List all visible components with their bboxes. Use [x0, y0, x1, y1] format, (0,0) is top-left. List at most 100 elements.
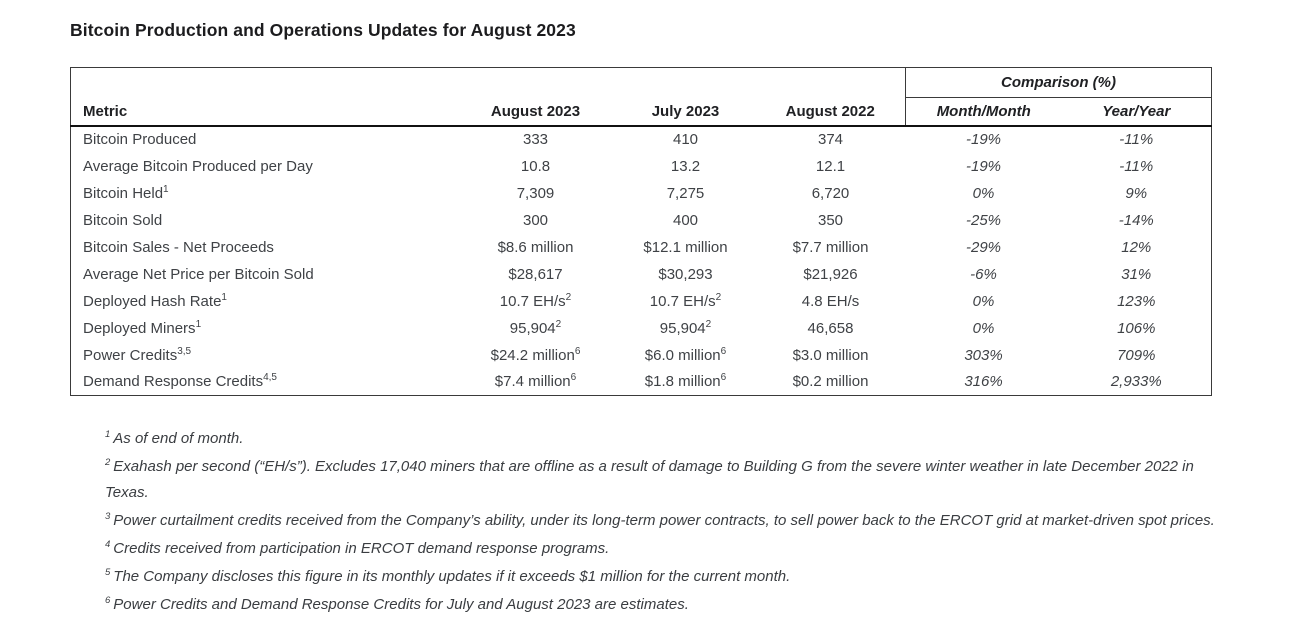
footnote: 6 Power Credits and Demand Response Credi… — [105, 595, 689, 613]
table-body: Bitcoin Produced 333 410 374 -19% -11% Average… — [71, 126, 1212, 396]
table-header: Comparison (%) Metric August 2023 July 2… — [70, 67, 1212, 127]
august-2022-cell: 374 — [817, 131, 844, 148]
july-2023-cell: 7,275 — [666, 184, 705, 202]
august-2022-cell: 350 — [817, 211, 844, 229]
august-2022-cell: $7.7 million — [792, 238, 869, 256]
month-month-cell: 0% — [972, 184, 995, 202]
column-header-row: Metric August 2023 July 2023 August 2022… — [70, 97, 1212, 127]
july-2023-cell: $1.8 million6 — [644, 372, 727, 391]
footnote-marker: 3,5 — [177, 345, 192, 357]
metric-cell: Bitcoin Sales - Net Proceeds — [83, 238, 274, 256]
july-2023-cell: 13.2 — [670, 157, 701, 175]
august-2022-cell: $0.2 million — [792, 373, 869, 391]
metric-cell: Deployed Hash Rate1 — [83, 291, 227, 310]
july-2023-cell: 95,9042 — [659, 318, 712, 337]
footnote-marker: 4,5 — [263, 372, 277, 384]
footnote-marker: 1 — [195, 318, 202, 330]
column-header-july-2023: July 2023 — [615, 97, 756, 127]
footnote-marker: 6 — [574, 345, 581, 357]
metric-cell: Bitcoin Sold — [83, 211, 163, 229]
august-2022-cell: 4.8 EH/s — [801, 292, 860, 310]
year-year-cell: 106% — [1117, 319, 1156, 337]
august-2022-cell: 6,720 — [811, 184, 850, 202]
year-year-cell: 2,933% — [1110, 373, 1162, 391]
august-2023-cell: 95,9042 — [509, 318, 562, 337]
column-header-month-month: Month/Month — [905, 97, 1062, 127]
month-month-cell: 0% — [972, 292, 995, 310]
footnote-marker: 1 — [163, 183, 169, 195]
metric-cell: Power Credits3,5 — [83, 345, 192, 364]
column-header-august-2022: August 2022 — [755, 97, 906, 127]
footnote-number: 6 — [105, 595, 111, 606]
footnote: 1 As of end of month. — [105, 429, 244, 447]
column-header-year-year: Year/Year — [1061, 97, 1212, 127]
table-row: Average Net Price per Bitcoin Sold $28,61… — [71, 261, 1212, 288]
footnote: 5 The Company discloses this figure in it… — [105, 567, 791, 585]
footnote-marker: 2 — [715, 291, 722, 303]
column-header-metric: Metric — [70, 97, 456, 127]
year-year-cell: 12% — [1121, 238, 1152, 256]
comparison-group-header: Comparison (%) — [904, 67, 1212, 98]
page-title: Bitcoin Production and Operations Update… — [70, 20, 576, 40]
table-row: Bitcoin Sales - Net Proceeds $8.6 million… — [71, 234, 1212, 261]
footnote-marker: 2 — [555, 318, 562, 330]
document-page: Bitcoin Production and Operations Update… — [70, 20, 1217, 618]
year-year-cell: 31% — [1121, 265, 1152, 283]
header-spacer — [71, 68, 906, 98]
table-row: Power Credits3,5 $24.2 million6 $6.0 milli… — [71, 342, 1212, 369]
august-2023-cell: 7,309 — [516, 184, 555, 202]
august-2022-cell: 12.1 — [815, 157, 846, 175]
august-2022-cell: $3.0 million — [792, 346, 869, 364]
table-row: Demand Response Credits4,5 $7.4 million6 $… — [71, 369, 1212, 396]
july-2023-cell: $30,293 — [658, 265, 713, 283]
year-year-cell: 709% — [1117, 346, 1156, 364]
table-row: Bitcoin Produced 333 410 374 -19% -11% — [71, 126, 1212, 153]
table-row: Deployed Miners1 95,9042 95,9042 46,658 0% 10… — [71, 315, 1212, 342]
august-2022-cell: $21,926 — [803, 265, 858, 283]
metric-cell: Bitcoin Produced — [83, 131, 197, 148]
august-2023-cell: $7.4 million6 — [494, 372, 577, 391]
footnote: 3 Power curtailment credits received from… — [105, 511, 1215, 529]
table-row: Bitcoin Sold 300 400 350 -25% -14% — [71, 207, 1212, 234]
footnote-number: 5 — [105, 567, 111, 578]
month-month-cell: -19% — [965, 131, 1002, 148]
july-2023-cell: 400 — [672, 211, 699, 229]
table-row: Bitcoin Held1 7,309 7,275 6,720 0% 9% — [71, 180, 1212, 207]
july-2023-cell: $6.0 million6 — [644, 345, 727, 364]
table-row: Deployed Hash Rate1 10.7 EH/s2 10.7 EH/s2 4… — [71, 288, 1212, 315]
footnotes: 1 As of end of month. 2 Exahash per second … — [105, 426, 1217, 618]
august-2023-cell: 10.7 EH/s2 — [499, 291, 572, 310]
month-month-cell: -25% — [965, 211, 1002, 229]
column-header-august-2023: August 2023 — [455, 97, 616, 127]
footnote-number: 4 — [105, 539, 111, 550]
table-row: Average Bitcoin Produced per Day 10.8 13.2… — [71, 153, 1212, 180]
metric-cell: Average Bitcoin Produced per Day — [83, 157, 313, 175]
footnote-number: 1 — [105, 429, 111, 440]
august-2023-cell: 300 — [522, 211, 549, 229]
footnote-marker: 6 — [720, 372, 727, 384]
august-2023-cell: $8.6 million — [497, 238, 574, 256]
footnote-number: 3 — [105, 511, 111, 522]
july-2023-cell: $12.1 million — [643, 238, 728, 256]
year-year-cell: 123% — [1117, 292, 1156, 310]
footnote-marker: 2 — [705, 318, 712, 330]
year-year-cell: -11% — [1119, 131, 1154, 148]
month-month-cell: -19% — [965, 157, 1002, 175]
july-2023-cell: 410 — [672, 131, 699, 148]
footnote-marker: 6 — [720, 345, 727, 357]
august-2023-cell: 333 — [522, 131, 549, 148]
metric-cell: Bitcoin Held1 — [83, 183, 169, 202]
month-month-cell: 316% — [964, 373, 1003, 391]
august-2023-cell: $24.2 million6 — [490, 345, 581, 364]
month-month-cell: -6% — [970, 265, 997, 283]
august-2023-cell: 10.8 — [520, 157, 551, 175]
month-month-cell: 0% — [972, 319, 995, 337]
year-year-cell: -14% — [1118, 211, 1154, 229]
july-2023-cell: 10.7 EH/s2 — [649, 291, 722, 310]
footnote-marker: 6 — [570, 372, 577, 384]
august-2023-cell: $28,617 — [508, 265, 563, 283]
comparison-group-row: Comparison (%) — [71, 67, 1212, 98]
metric-cell: Demand Response Credits4,5 — [83, 372, 277, 391]
year-year-cell: -11% — [1119, 157, 1154, 175]
month-month-cell: -29% — [965, 238, 1002, 256]
